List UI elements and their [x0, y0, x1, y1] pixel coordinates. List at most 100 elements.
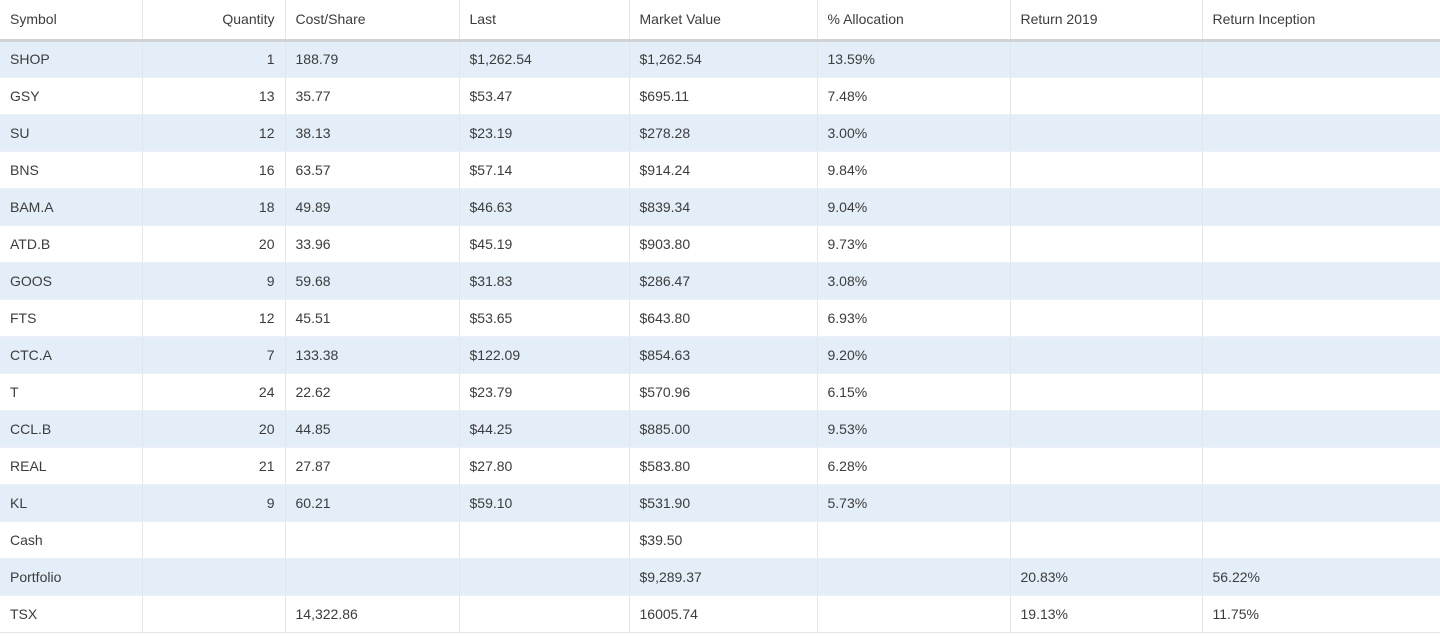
cell-quantity: 7	[142, 336, 286, 374]
cell-return-2019	[1010, 262, 1203, 300]
cell-symbol: SHOP	[0, 40, 143, 78]
cell-cost-share: 188.79	[285, 40, 460, 78]
cell-quantity: 12	[142, 299, 286, 337]
column-header-allocation: % Allocation	[817, 0, 1011, 42]
cell-quantity	[142, 558, 286, 596]
cell-cost-share: 59.68	[285, 262, 460, 300]
cell-cost-share: 27.87	[285, 447, 460, 485]
cell-market-value: $854.63	[629, 336, 818, 374]
cell-return-inception	[1202, 77, 1440, 115]
cell-return-inception: 11.75%	[1202, 595, 1440, 633]
cell-symbol: KL	[0, 484, 143, 522]
cell-symbol: TSX	[0, 595, 143, 633]
column-header-last: Last	[459, 0, 630, 42]
cell-market-value: $286.47	[629, 262, 818, 300]
cell-return-inception	[1202, 521, 1440, 559]
cell-return-inception	[1202, 299, 1440, 337]
cell-cost-share: 33.96	[285, 225, 460, 263]
cell-return-2019	[1010, 225, 1203, 263]
cell-allocation	[817, 558, 1011, 596]
cell-return-inception	[1202, 373, 1440, 411]
cell-symbol: ATD.B	[0, 225, 143, 263]
cell-cost-share: 49.89	[285, 188, 460, 226]
cell-return-2019: 19.13%	[1010, 595, 1203, 633]
cell-cost-share: 45.51	[285, 299, 460, 337]
cell-allocation	[817, 521, 1011, 559]
table-row-t: T 24 22.62 $23.79 $570.96 6.15%	[0, 373, 1440, 411]
cell-symbol: GSY	[0, 77, 143, 115]
table-row-kl: KL 9 60.21 $59.10 $531.90 5.73%	[0, 484, 1440, 522]
cell-last: $44.25	[459, 410, 630, 448]
cell-quantity: 16	[142, 151, 286, 189]
table-row-su: SU 12 38.13 $23.19 $278.28 3.00%	[0, 114, 1440, 152]
cell-last	[459, 558, 630, 596]
cell-cost-share: 38.13	[285, 114, 460, 152]
cell-return-inception	[1202, 225, 1440, 263]
cell-cost-share: 14,322.86	[285, 595, 460, 633]
cell-last	[459, 595, 630, 633]
cell-market-value: $1,262.54	[629, 40, 818, 78]
cell-market-value: $695.11	[629, 77, 818, 115]
cell-cost-share	[285, 558, 460, 596]
cell-symbol: Portfolio	[0, 558, 143, 596]
cell-allocation: 13.59%	[817, 40, 1011, 78]
cell-return-inception	[1202, 40, 1440, 78]
cell-return-inception: 56.22%	[1202, 558, 1440, 596]
cell-allocation: 3.00%	[817, 114, 1011, 152]
cell-allocation: 9.04%	[817, 188, 1011, 226]
cell-last	[459, 521, 630, 559]
table-row-fts: FTS 12 45.51 $53.65 $643.80 6.93%	[0, 299, 1440, 337]
cell-return-2019	[1010, 299, 1203, 337]
cell-return-2019	[1010, 484, 1203, 522]
cell-allocation: 6.15%	[817, 373, 1011, 411]
cell-allocation: 9.73%	[817, 225, 1011, 263]
cell-last: $59.10	[459, 484, 630, 522]
cell-return-2019	[1010, 188, 1203, 226]
cell-last: $27.80	[459, 447, 630, 485]
cell-allocation: 6.28%	[817, 447, 1011, 485]
table-row-atd.b: ATD.B 20 33.96 $45.19 $903.80 9.73%	[0, 225, 1440, 263]
table-row-bam.a: BAM.A 18 49.89 $46.63 $839.34 9.04%	[0, 188, 1440, 226]
cell-market-value: $278.28	[629, 114, 818, 152]
table-row-ctc.a: CTC.A 7 133.38 $122.09 $854.63 9.20%	[0, 336, 1440, 374]
cell-market-value: $914.24	[629, 151, 818, 189]
cell-allocation: 9.84%	[817, 151, 1011, 189]
cell-symbol: Cash	[0, 521, 143, 559]
cell-symbol: CTC.A	[0, 336, 143, 374]
table-row-real: REAL 21 27.87 $27.80 $583.80 6.28%	[0, 447, 1440, 485]
cell-quantity: 20	[142, 225, 286, 263]
cell-symbol: GOOS	[0, 262, 143, 300]
cell-market-value: $839.34	[629, 188, 818, 226]
cell-market-value: $570.96	[629, 373, 818, 411]
cell-market-value: $885.00	[629, 410, 818, 448]
cell-allocation: 5.73%	[817, 484, 1011, 522]
cell-allocation: 9.20%	[817, 336, 1011, 374]
cell-market-value: $643.80	[629, 299, 818, 337]
cell-cost-share: 63.57	[285, 151, 460, 189]
table-row-tsx: TSX 14,322.86 16005.74 19.13% 11.75%	[0, 595, 1440, 633]
cell-return-2019	[1010, 77, 1203, 115]
column-header-return-2019: Return 2019	[1010, 0, 1203, 42]
header-row: Symbol Quantity Cost/Share Last Market Value…	[0, 0, 1440, 42]
column-header-return-inception: Return Inception	[1202, 0, 1440, 42]
table-row-cash: Cash $39.50	[0, 521, 1440, 559]
cell-last: $31.83	[459, 262, 630, 300]
table-row-goos: GOOS 9 59.68 $31.83 $286.47 3.08%	[0, 262, 1440, 300]
cell-cost-share: 60.21	[285, 484, 460, 522]
cell-market-value: $903.80	[629, 225, 818, 263]
cell-return-2019	[1010, 114, 1203, 152]
cell-allocation	[817, 595, 1011, 633]
table-row-ccl.b: CCL.B 20 44.85 $44.25 $885.00 9.53%	[0, 410, 1440, 448]
column-header-quantity: Quantity	[142, 0, 286, 42]
cell-return-inception	[1202, 447, 1440, 485]
cell-symbol: BNS	[0, 151, 143, 189]
cell-last: $23.19	[459, 114, 630, 152]
cell-return-2019	[1010, 373, 1203, 411]
cell-last: $53.47	[459, 77, 630, 115]
cell-return-2019	[1010, 336, 1203, 374]
table-row-shop: SHOP 1 188.79 $1,262.54 $1,262.54 13.59%	[0, 40, 1440, 78]
column-header-cost-share: Cost/Share	[285, 0, 460, 42]
cell-return-2019	[1010, 521, 1203, 559]
cell-quantity: 20	[142, 410, 286, 448]
